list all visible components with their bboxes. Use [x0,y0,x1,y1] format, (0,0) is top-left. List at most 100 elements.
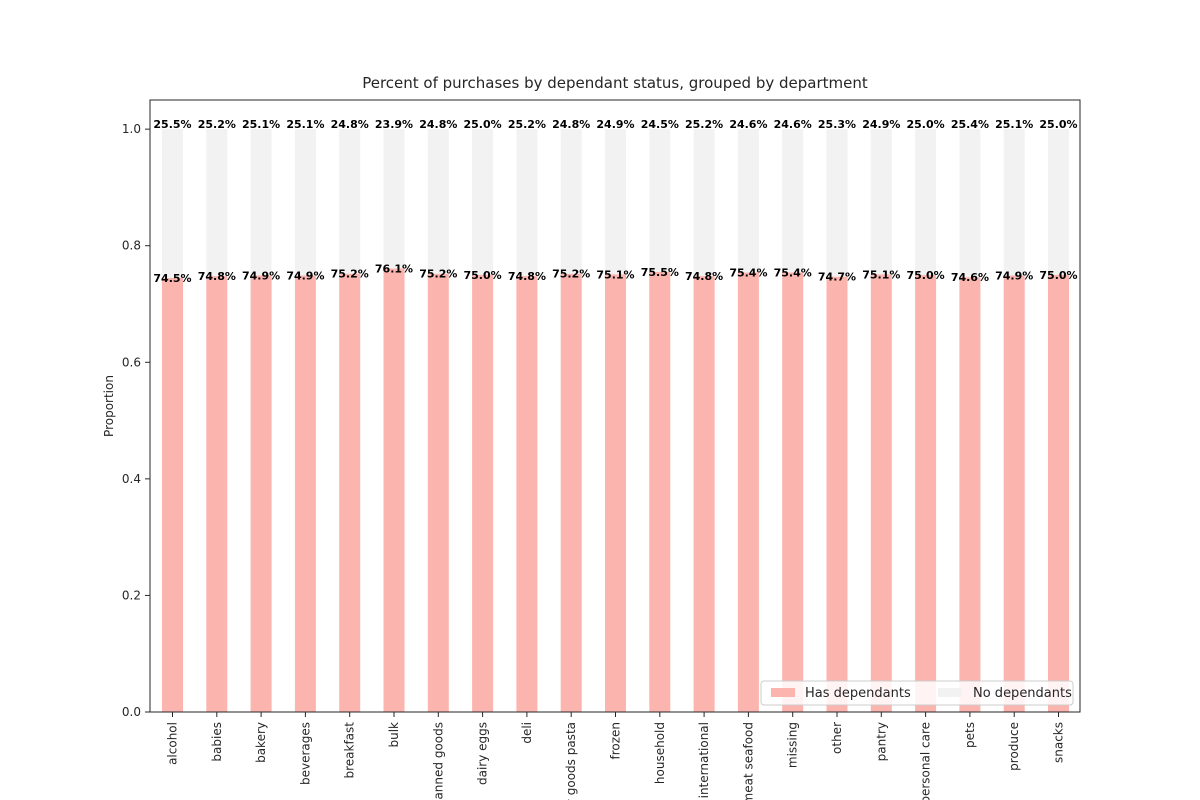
x-tick-label: canned goods [431,722,445,800]
y-tick-label: 0.2 [122,588,141,602]
bar-has-dependants [162,277,183,712]
label-has-dependants: 74.8% [508,270,546,283]
label-has-dependants: 75.1% [596,268,634,281]
x-tick-label: international [697,722,711,798]
chart-title: Percent of purchases by dependant status… [362,74,868,92]
bar-has-dependants [339,273,361,712]
label-has-dependants: 74.7% [818,271,856,284]
label-no-dependants: 24.8% [331,118,369,131]
x-tick-label: pantry [874,722,888,761]
bar-no-dependants [693,129,715,277]
legend-box [760,680,1074,706]
label-no-dependants: 25.2% [198,118,236,131]
label-no-dependants: 24.5% [641,118,679,131]
legend-has-dependants-swatch [771,688,795,697]
x-tick-label: bulk [387,722,401,748]
label-no-dependants: 25.1% [995,118,1033,131]
bar-has-dependants [383,268,405,712]
x-tick-label: snacks [1052,722,1066,763]
label-no-dependants: 25.1% [242,118,280,131]
x-tick-label: personal care [919,722,933,800]
y-tick-label: 0.4 [122,472,141,486]
x-tick-label: deli [520,722,534,744]
label-no-dependants: 24.6% [774,118,812,131]
label-no-dependants: 24.9% [862,118,900,131]
label-has-dependants: 76.1% [375,262,413,275]
label-no-dependants: 25.4% [951,118,989,131]
bar-no-dependants [250,129,272,276]
bar-no-dependants [206,129,228,277]
x-tick-label: produce [1007,722,1021,771]
y-tick-label: 1.0 [122,122,141,136]
label-has-dependants: 75.4% [774,267,812,280]
bar-has-dependants [1003,275,1025,712]
bar-no-dependants [649,129,671,272]
bar-has-dependants [516,276,538,712]
label-has-dependants: 75.0% [907,269,945,282]
bar-no-dependants [915,129,937,275]
label-has-dependants: 75.2% [419,268,457,281]
bar-no-dependants [959,129,981,278]
bar-has-dependants [1048,274,1069,712]
bars-layer [162,129,1069,712]
x-tick-label: bakery [254,722,268,763]
x-tick-label: meat seafood [741,722,755,800]
legend-no-dependants-swatch [938,688,962,697]
label-no-dependants: 25.0% [464,118,502,131]
label-no-dependants: 24.6% [729,118,767,131]
bar-no-dependants [1003,129,1025,276]
y-tick-label: 0.0 [122,705,141,719]
x-tick-label: breakfast [343,722,357,779]
label-no-dependants: 25.0% [907,118,945,131]
x-tick-label: household [653,722,667,784]
legend-no-dependants-label: No dependants [973,686,1072,701]
y-tick-label: 0.6 [122,355,141,369]
x-tick-label: alcohol [166,722,180,765]
label-has-dependants: 74.5% [153,272,191,285]
label-no-dependants: 25.5% [153,118,191,131]
bar-no-dependants [560,129,582,274]
x-tick-label: dairy eggs [476,722,490,785]
legend: Has dependants No dependants [760,680,1074,706]
bar-has-dependants [294,275,316,712]
label-has-dependants: 75.5% [641,266,679,279]
bar-has-dependants [915,274,937,712]
label-no-dependants: 25.2% [685,118,723,131]
x-tick-label: missing [786,722,800,768]
bar-has-dependants [649,271,671,712]
label-no-dependants: 25.1% [286,118,324,131]
label-no-dependants: 23.9% [375,118,413,131]
x-tick-label: dry goods pasta [564,722,578,800]
y-axis-title: Proportion [102,375,116,437]
x-tick-label: babies [210,722,224,762]
bar-has-dependants [250,275,272,712]
bar-no-dependants [162,129,183,278]
label-no-dependants: 25.2% [508,118,546,131]
bar-no-dependants [782,129,804,273]
label-no-dependants: 24.8% [419,118,457,131]
bar-has-dependants [560,273,582,712]
bar-has-dependants [206,276,228,712]
bar-has-dependants [737,272,759,712]
label-no-dependants: 25.3% [818,118,856,131]
bar-no-dependants [472,129,494,275]
legend-has-dependants-label: Has dependants [805,686,911,701]
x-tick-label: beverages [298,722,312,785]
bar-no-dependants [737,129,759,273]
bar-has-dependants [959,277,981,712]
bar-has-dependants [693,276,715,712]
bar-no-dependants [516,129,538,277]
bar-no-dependants [826,129,848,277]
label-has-dependants: 75.2% [552,268,590,281]
label-has-dependants: 75.4% [729,267,767,280]
label-has-dependants: 75.0% [1039,269,1077,282]
label-has-dependants: 74.8% [685,270,723,283]
label-has-dependants: 74.9% [242,269,280,282]
value-labels-layer: 74.5% 25.5% 74.8% 25.2% 74.9% 25.1% 74.9% 25.1%… [153,118,1077,285]
label-no-dependants: 24.8% [552,118,590,131]
bar-no-dependants [1048,129,1069,275]
label-has-dependants: 74.6% [951,271,989,284]
bar-no-dependants [383,129,405,269]
label-no-dependants: 25.0% [1039,118,1077,131]
